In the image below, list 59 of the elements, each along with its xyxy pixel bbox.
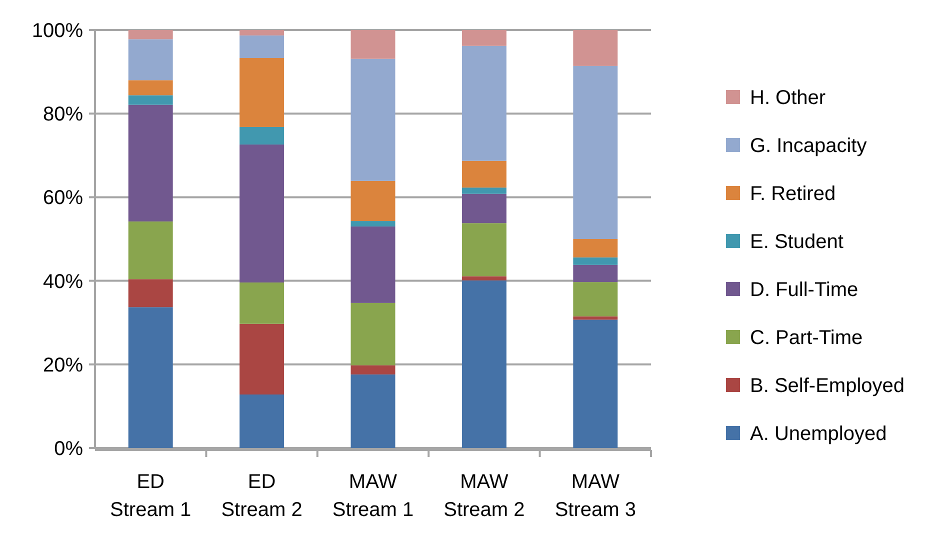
bar <box>350 221 396 226</box>
bar <box>128 95 173 105</box>
legend-label: B. Self-Employed <box>750 375 905 397</box>
bar <box>462 280 506 448</box>
bar <box>573 316 618 320</box>
bar <box>573 239 618 258</box>
legend-label: F. Retired <box>750 183 836 205</box>
bar <box>462 160 506 188</box>
y-tick-label: 100% <box>32 20 84 42</box>
bar <box>462 194 506 224</box>
bar <box>240 58 284 127</box>
bar <box>240 126 284 145</box>
bar <box>240 282 284 324</box>
bar <box>573 282 618 316</box>
legend-label: H. Other <box>750 87 826 109</box>
bar <box>462 46 506 161</box>
bar <box>573 257 618 265</box>
legend-label: G. Incapacity <box>750 135 867 157</box>
bar <box>573 264 618 282</box>
bar <box>350 180 396 222</box>
legend-label: A. Unemployed <box>750 423 887 445</box>
legend-label: D. Full-Time <box>750 279 858 301</box>
bar <box>350 58 396 181</box>
bar <box>462 276 506 280</box>
x-tick-label: MAW Stream 1 <box>332 471 414 521</box>
bar <box>573 66 618 239</box>
bar <box>350 302 396 366</box>
bar <box>128 307 173 448</box>
bar <box>573 320 618 448</box>
bar <box>573 30 618 66</box>
x-tick-label: MAW Stream 2 <box>444 471 525 521</box>
bar <box>128 104 173 222</box>
y-tick-label: 0% <box>54 438 84 460</box>
bar <box>128 80 173 96</box>
y-tick-label: 80% <box>42 104 84 126</box>
y-tick-label: 20% <box>42 354 84 376</box>
legend-label: E. Student <box>750 231 844 253</box>
bar <box>128 221 173 280</box>
bar <box>350 365 396 374</box>
y-tick-label: 40% <box>42 270 84 293</box>
x-tick-label: MAW Stream 3 <box>554 471 636 521</box>
bar <box>462 188 506 194</box>
bar <box>462 223 506 276</box>
bar <box>350 226 396 303</box>
x-tick-label: ED Stream 2 <box>221 471 302 521</box>
y-tick-label: 60% <box>42 187 84 210</box>
bar <box>128 279 173 308</box>
bar <box>128 39 173 80</box>
legend-label: C. Part-Time <box>750 327 863 349</box>
bar <box>350 30 396 59</box>
bar <box>462 30 506 46</box>
bar <box>240 324 284 394</box>
bar <box>350 374 396 448</box>
bar <box>240 144 284 282</box>
bar <box>128 30 173 40</box>
bar <box>240 35 284 58</box>
x-tick-label: ED Stream 1 <box>110 471 192 521</box>
bar <box>240 394 284 448</box>
bar <box>240 30 284 36</box>
